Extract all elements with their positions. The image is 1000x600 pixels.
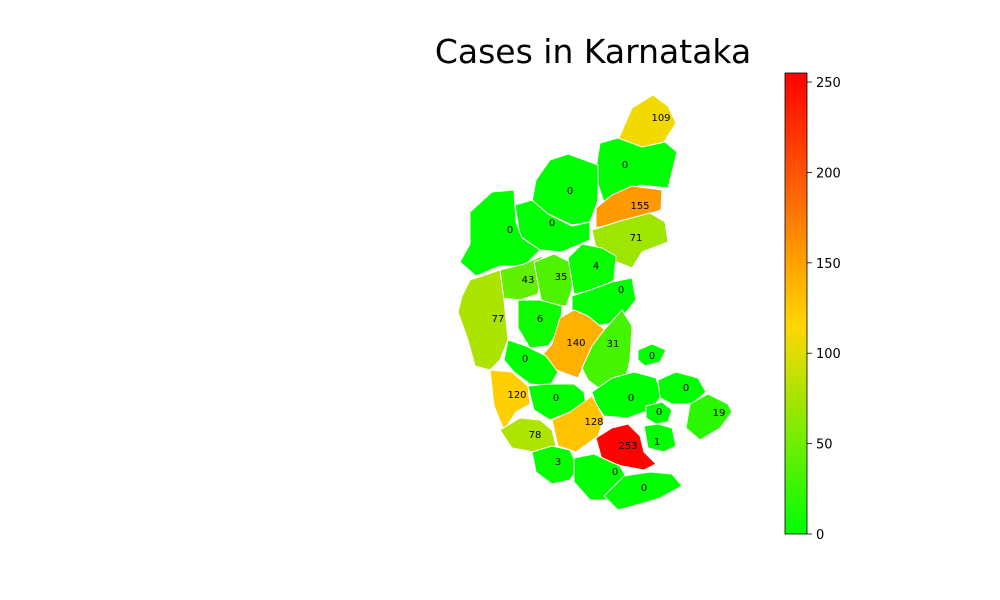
district-25	[499, 417, 557, 453]
colorbar-tick-label: 50	[816, 438, 833, 453]
district-map	[457, 94, 733, 511]
district-30	[603, 471, 683, 511]
district-17	[637, 343, 667, 367]
district-21	[657, 371, 707, 405]
district-value-label: 155	[630, 201, 649, 212]
district-value-label: 0	[618, 285, 624, 296]
colorbar-tick-label: 0	[816, 528, 824, 543]
district-value-label: 120	[507, 390, 526, 401]
district-value-label: 6	[537, 314, 543, 325]
map-title: Cases in Karnataka	[435, 32, 751, 71]
district-22	[685, 393, 733, 441]
colorbar-tick-label: 100	[816, 347, 841, 362]
district-value-label: 0	[656, 407, 662, 418]
district-value-label: 1	[654, 437, 660, 448]
district-24	[645, 401, 673, 425]
district-value-label: 19	[713, 408, 726, 419]
colorbar-ticks: 0 50 100 150 200 250	[807, 76, 841, 543]
district-value-label: 4	[593, 261, 599, 272]
district-7	[459, 189, 541, 277]
district-value-label: 0	[649, 351, 655, 362]
district-value-label: 3	[555, 457, 561, 468]
district-value-label: 31	[607, 339, 620, 350]
district-value-label: 77	[492, 314, 505, 325]
colorbar-tick-label: 250	[816, 76, 841, 91]
colorbar	[784, 72, 808, 535]
district-10	[567, 243, 617, 295]
district-value-label: 140	[566, 338, 585, 349]
district-18	[489, 369, 531, 431]
district-value-label: 78	[529, 430, 542, 441]
district-value-label: 71	[630, 233, 643, 244]
district-value-label: 253	[618, 441, 637, 452]
district-value-label: 35	[555, 272, 568, 283]
district-value-label: 0	[553, 393, 559, 404]
district-value-label: 43	[522, 275, 535, 286]
district-value-label: 128	[584, 417, 603, 428]
district-value-label: 0	[628, 393, 634, 404]
district-value-label: 0	[507, 225, 513, 236]
district-value-label: 0	[549, 218, 555, 229]
district-value-label: 0	[567, 186, 573, 197]
colorbar-tick-label: 200	[816, 166, 841, 181]
district-value-label: 0	[522, 354, 528, 365]
district-value-label: 109	[651, 113, 670, 124]
district-value-label: 0	[612, 467, 618, 478]
district-value-label: 0	[683, 383, 689, 394]
district-value-label: 0	[622, 160, 628, 171]
colorbar-tick-label: 150	[816, 257, 841, 272]
district-value-label: 0	[641, 483, 647, 494]
district-9	[533, 253, 575, 307]
district-23	[551, 395, 605, 453]
district-26	[643, 423, 677, 453]
